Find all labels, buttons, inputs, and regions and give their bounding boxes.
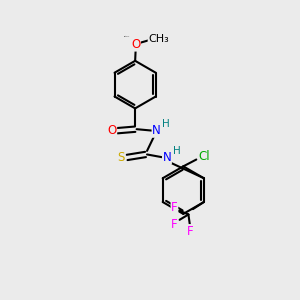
Text: N: N: [152, 124, 161, 137]
Text: S: S: [118, 151, 125, 164]
Text: F: F: [187, 225, 193, 238]
Text: F: F: [171, 201, 178, 214]
Text: O: O: [131, 38, 140, 51]
Text: O: O: [107, 124, 117, 137]
Text: H: H: [162, 119, 170, 129]
Text: methoxy: methoxy: [124, 35, 130, 37]
Text: CH₃: CH₃: [148, 34, 169, 44]
Text: N: N: [163, 151, 171, 164]
Text: Cl: Cl: [198, 150, 210, 163]
Text: H: H: [172, 146, 180, 156]
Text: F: F: [171, 218, 178, 231]
